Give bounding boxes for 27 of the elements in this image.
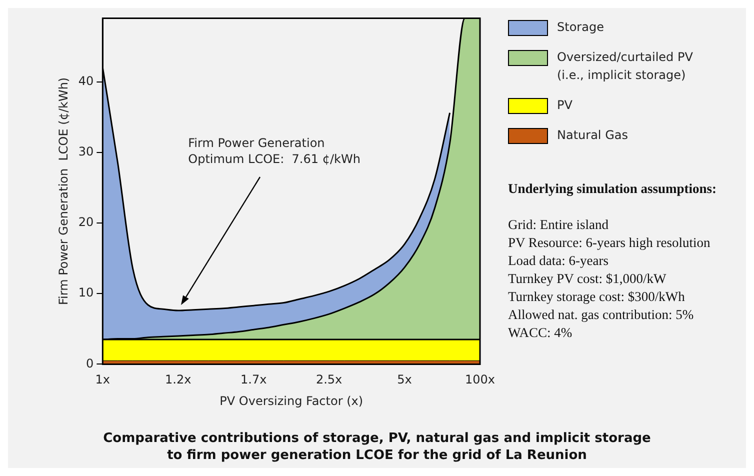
- legend-label: Storage: [557, 19, 604, 36]
- x-tick-label: 1x: [95, 372, 110, 387]
- y-tick-label: 40: [78, 74, 94, 88]
- text: WACC: 4%: [508, 324, 574, 342]
- x-axis-title: PV Oversizing Factor (x): [220, 394, 364, 408]
- text: Turnkey PV cost: $1,000/kW: [508, 270, 668, 288]
- text: Allowed nat. gas contribution: 5%: [508, 306, 695, 324]
- x-tick-label: 100x: [464, 372, 496, 387]
- text: Turnkey storage cost: $300/kWh: [508, 288, 686, 306]
- legend-label: PV: [557, 97, 572, 114]
- x-tick-label: 1.7x: [240, 372, 267, 387]
- text: Comparative contributions of storage, PV, natural gas and implicit storage to firm power generation LCOE for the grid of La Reunion: [102, 430, 652, 464]
- legend-label: Oversized/curtailed PV (i.e., implicit storage): [557, 49, 693, 84]
- y-tick-label: 10: [78, 286, 94, 300]
- text: Grid: Entire island: [508, 216, 610, 234]
- y-tick-label: 20: [78, 215, 94, 230]
- x-tick-label: 5x: [397, 372, 412, 387]
- legend-label: Natural Gas: [557, 127, 628, 144]
- y-axis-title: Firm Power Generation LCOE (¢/kWh): [56, 77, 70, 306]
- y-tick-label: 30: [78, 144, 94, 158]
- x-tick-label: 1.2x: [165, 372, 192, 387]
- text: Underlying simulation assumptions:: [508, 180, 718, 198]
- text: Load data: 6-years: [508, 252, 610, 270]
- annotation: Firm Power Generation Optimum LCOE: 7.61 ¢/kWh: [188, 136, 360, 166]
- y-tick-label: 0: [86, 356, 94, 370]
- x-tick-label: 2.5x: [316, 372, 342, 387]
- text: PV Resource: 6-years high resolution: [508, 234, 712, 252]
